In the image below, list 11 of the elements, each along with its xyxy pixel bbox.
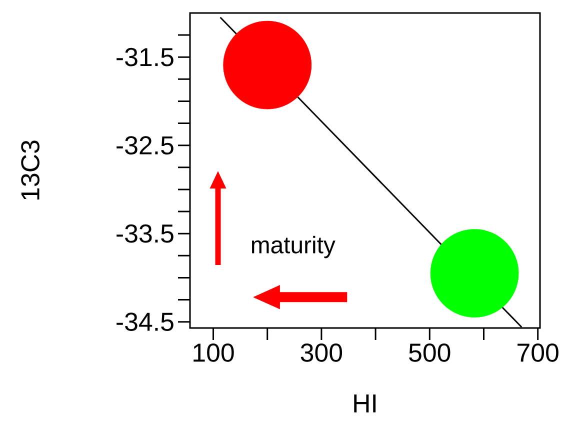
x-tick-label: 700 [518,344,558,362]
annotation: maturity [252,236,336,258]
y-tick-label: -34.5 [116,312,174,331]
y-tick-label: -32.5 [116,136,174,155]
y-tick-label: -31.5 [116,48,174,66]
x-tick-label: 100 [194,344,234,362]
x-tick-label: 300 [300,344,342,362]
x-tick-label: 500 [409,344,450,362]
y-axis-title: 13C3 [21,140,40,200]
y-tick-label: -33.5 [116,224,174,243]
x-axis-title: HI [354,394,376,412]
